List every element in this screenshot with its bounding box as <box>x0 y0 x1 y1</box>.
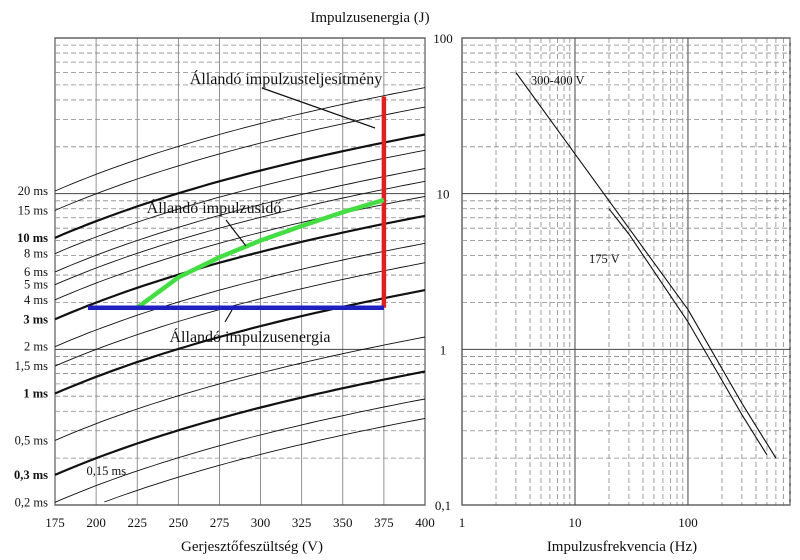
duration-curve <box>54 168 426 273</box>
duration-label: 10 ms <box>17 231 48 245</box>
right-x-tick: 1 <box>459 515 466 530</box>
frequency-curve <box>515 72 777 459</box>
left-x-tick: 300 <box>251 515 271 530</box>
annotation-leader <box>224 309 233 323</box>
duration-label: 3 ms <box>23 312 48 326</box>
duration-label: 1 ms <box>23 387 48 401</box>
duration-label: 8 ms <box>24 247 48 261</box>
right-x-tick: 10 <box>568 515 581 530</box>
duration-curve <box>54 214 426 321</box>
duration-curve <box>54 370 426 476</box>
y-tick: 100 <box>433 31 453 46</box>
duration-curve <box>54 149 426 255</box>
duration-label: 5 ms <box>24 278 48 292</box>
duration-curve <box>54 262 426 367</box>
left-x-axis-label: Gerjesztőfeszültség (V) <box>181 539 323 555</box>
right-x-tick: 100 <box>678 515 698 530</box>
left-curves <box>54 87 426 503</box>
left-x-tick: 350 <box>333 515 353 530</box>
left-x-tick: 275 <box>210 515 230 530</box>
left-x-tick: 325 <box>292 515 312 530</box>
duration-label: 0,3 ms <box>14 468 48 482</box>
annotation-label: Állandó impulzusenergia <box>170 327 331 346</box>
duration-label: 0,2 ms <box>15 495 48 509</box>
duration-curve <box>54 133 426 239</box>
left-x-tick: 250 <box>169 515 189 530</box>
annotation-leader <box>261 87 376 129</box>
duration-curve <box>54 242 426 348</box>
duration-label: 6 ms <box>24 265 48 279</box>
left-x-tick: 225 <box>127 515 147 530</box>
left-grid <box>54 37 426 506</box>
duration-curve <box>54 336 426 441</box>
labels: 175 200 225 250 275 300 325 350 375 400 1 10 100 0,1 1… <box>14 31 698 530</box>
y-tick: 1 <box>440 342 447 357</box>
annotation-leader <box>225 219 247 247</box>
y-tick: 0,1 <box>435 498 451 513</box>
duration-label: 20 ms <box>18 184 48 198</box>
duration-label: 0,5 ms <box>15 433 48 447</box>
right-x-axis-label: Impulzusfrekvencia (Hz) <box>547 539 697 555</box>
annotation-label: Állandó impulzusteljesítmény <box>190 69 382 88</box>
duration-label: 4 ms <box>24 293 48 307</box>
left-plot-frame <box>54 37 426 506</box>
duration-label: 0,15 ms <box>87 464 127 478</box>
duration-label: 2 ms <box>24 340 48 354</box>
highlights <box>87 87 387 323</box>
y-tick: 10 <box>437 187 450 202</box>
right-curves <box>515 72 777 459</box>
frequency-curve <box>608 208 768 456</box>
top-axis-label: Impulzusenergia (J) <box>310 10 429 26</box>
left-x-tick: 375 <box>374 515 394 530</box>
duration-curve <box>54 398 426 503</box>
duration-label: 15 ms <box>18 203 48 217</box>
left-x-tick: 400 <box>415 515 435 530</box>
right-grid <box>461 37 791 506</box>
duration-curve <box>54 180 426 286</box>
left-x-tick: 175 <box>45 515 65 530</box>
highlight-line <box>135 197 385 310</box>
duration-curve <box>54 106 426 211</box>
duration-label: 1,5 ms <box>15 359 48 373</box>
left-x-tick: 200 <box>86 515 106 530</box>
annotation-label: Állandó impulzusidő <box>147 198 282 217</box>
frequency-curve-label: 175 V <box>589 252 620 266</box>
duration-curve <box>104 417 426 503</box>
duration-curve <box>54 289 426 395</box>
frequency-curve-label: 300-400 V <box>531 74 585 88</box>
right-plot-frame <box>461 37 791 506</box>
duration-curve <box>54 87 426 192</box>
